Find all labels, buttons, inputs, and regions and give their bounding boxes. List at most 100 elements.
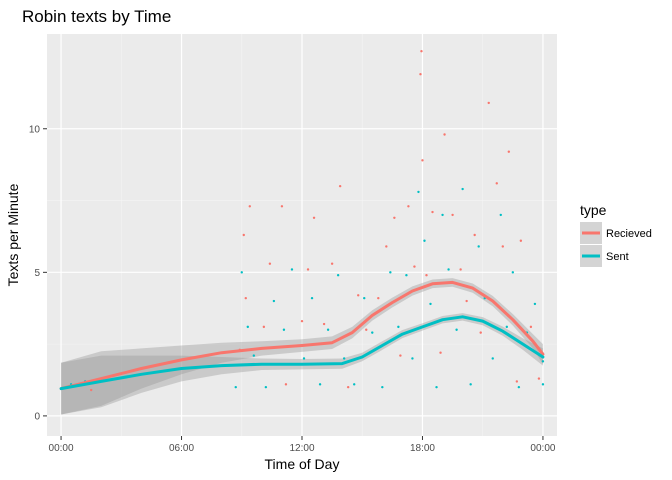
point-recieved [262,325,266,329]
point-sent [397,325,400,329]
point-recieved [431,210,434,214]
point-recieved [268,262,272,265]
point-recieved [346,385,350,389]
point-recieved [280,205,284,208]
point-recieved [399,354,402,357]
smooth-lines [59,280,545,391]
point-recieved [439,351,442,354]
point-sent [517,385,521,389]
point-sent [240,271,243,274]
point-sent [429,302,432,306]
point-sent [318,383,322,386]
point-sent [381,385,384,389]
point-recieved [357,294,360,297]
point-sent [264,385,268,389]
y-tick-label: 10 [29,124,41,135]
x-tick-label: 06:00 [169,443,194,454]
point-recieved [459,268,462,271]
point-sent [423,239,426,242]
point-sent [246,325,249,329]
legend-title: type [580,202,607,218]
point-sent [252,354,256,357]
point-recieved [443,133,446,136]
axes: 00:00 06:00 12:00 18:00 00:00 0 5 10 [29,124,556,454]
point-recieved [537,377,541,380]
legend-label-sent: Sent [606,251,629,263]
point-sent [405,274,408,277]
point-sent [310,296,314,300]
point-sent [435,385,438,389]
y-axis-label: Texts per Minute [5,183,21,286]
point-recieved [330,262,334,265]
point-sent [477,245,480,248]
point-recieved [338,184,342,188]
point-recieved [425,274,428,277]
smooth-line-recieved [59,280,545,391]
chart-title: Robin texts by Time [22,7,171,26]
point-sent [336,274,340,277]
legend-label-recieved: Recieved [606,228,652,240]
point-sent [533,302,537,306]
point-sent [411,357,414,360]
x-tick-label: 00:00 [530,443,555,454]
point-sent [417,190,420,194]
point-recieved [300,319,304,323]
point-sent [447,268,450,271]
point-recieved [365,328,368,331]
point-recieved [306,268,310,271]
point-sent [505,325,509,329]
point-sent [353,383,356,386]
point-recieved [393,216,396,219]
legend-entry-sent: Sent [580,245,629,267]
point-recieved [479,331,482,334]
point-sent [541,360,545,363]
point-recieved [421,159,424,162]
point-recieved [248,205,251,208]
point-recieved [413,265,416,268]
point-sent [363,296,366,300]
point-recieved [322,322,326,326]
point-sent [272,299,276,303]
x-tick-label: 00:00 [49,443,74,454]
point-sent [491,357,494,360]
point-sent [282,328,286,331]
point-recieved [529,325,533,329]
point-recieved [312,216,316,219]
point-recieved [89,388,93,392]
point-sent [234,385,237,389]
point-recieved [407,205,410,208]
smooth-line-sent [59,315,545,391]
point-recieved [473,233,476,237]
point-recieved [377,296,380,300]
point-sent [499,213,502,217]
x-tick-label: 18:00 [410,443,435,454]
point-recieved [495,182,498,185]
legend-entry-recieved: Recieved [580,222,652,244]
x-axis-label: Time of Day [265,456,340,472]
point-recieved [519,239,523,242]
point-recieved [465,299,468,303]
point-recieved [501,245,504,248]
grid-lines [47,34,557,436]
point-recieved [515,380,519,383]
point-sent [326,328,330,331]
point-recieved [507,150,511,153]
y-tick-label: 5 [34,268,40,279]
x-tick-label: 12:00 [289,443,314,454]
legend: type Recieved Sent [580,202,652,267]
point-sent [461,187,464,191]
point-recieved [244,296,247,300]
point-recieved [419,73,422,76]
point-sent [541,383,545,386]
point-sent [371,331,374,334]
point-sent [441,213,444,217]
point-sent [455,328,458,331]
point-recieved [385,245,388,248]
point-recieved [451,213,454,217]
point-recieved [487,101,490,105]
point-recieved [284,383,288,386]
y-tick-label: 0 [34,411,40,422]
scatter-points [65,50,545,392]
point-sent [469,383,472,386]
